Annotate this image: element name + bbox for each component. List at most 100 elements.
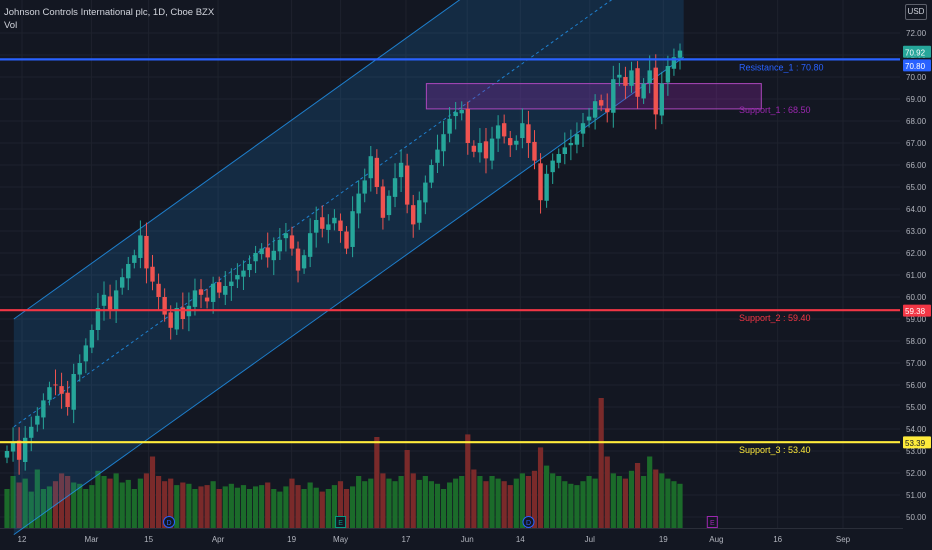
candle-body xyxy=(641,83,646,99)
candle-body xyxy=(223,286,228,295)
price-tag-label: 53.39 xyxy=(905,439,926,448)
volume-bar xyxy=(574,485,580,528)
price-tag xyxy=(903,436,931,449)
candle-body xyxy=(550,160,555,173)
candle-body xyxy=(508,138,513,146)
candle-body xyxy=(113,290,119,310)
price-tag-label: 70.92 xyxy=(905,48,926,57)
volume-bar xyxy=(65,476,71,528)
y-tick-label: 68.00 xyxy=(906,117,927,126)
volume-bar xyxy=(77,483,83,528)
volume-bar xyxy=(677,483,683,528)
volume-bar xyxy=(210,481,216,528)
y-tick-label: 55.00 xyxy=(906,403,927,412)
volume-bar xyxy=(471,469,477,528)
volume-bar xyxy=(40,489,46,528)
volume-bar xyxy=(216,489,222,528)
volume-bar xyxy=(604,456,610,528)
candle-body xyxy=(386,195,392,216)
event-letter: D xyxy=(167,520,172,527)
candle-body xyxy=(653,67,658,115)
volume-indicator-label[interactable]: Vol xyxy=(4,20,18,31)
earnings-event-icon xyxy=(706,516,718,528)
volume-bar xyxy=(447,482,453,528)
candle-body xyxy=(83,345,89,362)
volume-bar xyxy=(410,473,416,528)
candle-body xyxy=(471,145,477,152)
candle-body xyxy=(217,282,222,293)
volume-bar xyxy=(228,483,234,528)
volume-bar xyxy=(46,486,53,528)
volume-bar xyxy=(368,478,374,528)
y-tick-label: 50.00 xyxy=(906,513,927,522)
candle-body xyxy=(35,415,40,425)
volume-bar xyxy=(198,486,204,528)
candle-body xyxy=(144,235,149,269)
candle-body xyxy=(532,141,537,161)
candle-body xyxy=(483,141,489,159)
candle-body xyxy=(132,255,137,263)
y-tick-label: 70.00 xyxy=(906,73,927,82)
candle-body xyxy=(562,147,568,154)
volume-bar xyxy=(295,485,301,528)
volume-bar xyxy=(556,476,562,528)
volume-bar xyxy=(289,478,295,528)
y-tick-label: 56.00 xyxy=(906,381,927,390)
level-label-support_2: Support_2 : 59.40 xyxy=(739,313,811,323)
volume-bar xyxy=(155,476,162,528)
candle-body xyxy=(101,294,107,306)
candle-body xyxy=(22,437,28,462)
volume-bar xyxy=(337,481,344,528)
x-tick-label: 16 xyxy=(773,535,782,544)
volume-bar xyxy=(240,485,247,528)
volume-bar xyxy=(562,481,568,528)
y-axis-bg xyxy=(903,0,932,550)
currency-badge[interactable]: USD xyxy=(905,4,927,20)
candle-body xyxy=(611,79,616,113)
x-tick-label: Jun xyxy=(461,535,474,544)
channel xyxy=(13,0,684,536)
volume-bar xyxy=(319,491,325,528)
candle-body xyxy=(441,134,446,152)
candle-body xyxy=(156,283,161,297)
volume-bar xyxy=(513,478,519,528)
candle-body xyxy=(629,70,634,86)
volume-bar xyxy=(331,485,338,528)
candle-body xyxy=(138,235,143,258)
candle-body xyxy=(198,289,204,295)
volume-bar xyxy=(477,476,483,528)
candle-body xyxy=(665,66,671,83)
volume-bar xyxy=(325,489,331,528)
candle-body xyxy=(465,108,470,143)
candle-body xyxy=(417,200,422,223)
volume-bar xyxy=(28,491,34,528)
candle-body xyxy=(544,173,549,201)
x-tick-label: 19 xyxy=(659,535,668,544)
x-tick-label: 19 xyxy=(287,535,296,544)
x-tick-label: 14 xyxy=(516,535,525,544)
candle-body xyxy=(59,386,64,394)
x-tick-label: Jul xyxy=(585,535,595,544)
candle-body xyxy=(501,123,507,137)
symbol-title[interactable]: Johnson Controls International plc, 1D, … xyxy=(4,7,215,18)
y-tick-label: 64.00 xyxy=(906,205,927,214)
candle-body xyxy=(435,149,440,163)
chart-header: Johnson Controls International plc, 1D, … xyxy=(4,6,214,32)
candle-body xyxy=(344,231,349,249)
volume-bar xyxy=(580,481,586,528)
volume-bar xyxy=(149,456,156,528)
volume-bar xyxy=(647,456,653,528)
candle-body xyxy=(538,163,543,201)
candle-body xyxy=(477,143,483,153)
candle-body xyxy=(168,312,173,328)
volume-bar xyxy=(204,485,210,528)
y-tick-label: 61.00 xyxy=(906,271,927,280)
y-tick-label: 52.00 xyxy=(906,469,927,478)
candle-body xyxy=(210,283,216,302)
volume-bar xyxy=(301,489,307,528)
y-tick-label: 66.00 xyxy=(906,161,927,170)
volume-bar xyxy=(101,476,107,528)
candle-body xyxy=(647,70,652,84)
x-tick-label: Sep xyxy=(836,535,851,544)
